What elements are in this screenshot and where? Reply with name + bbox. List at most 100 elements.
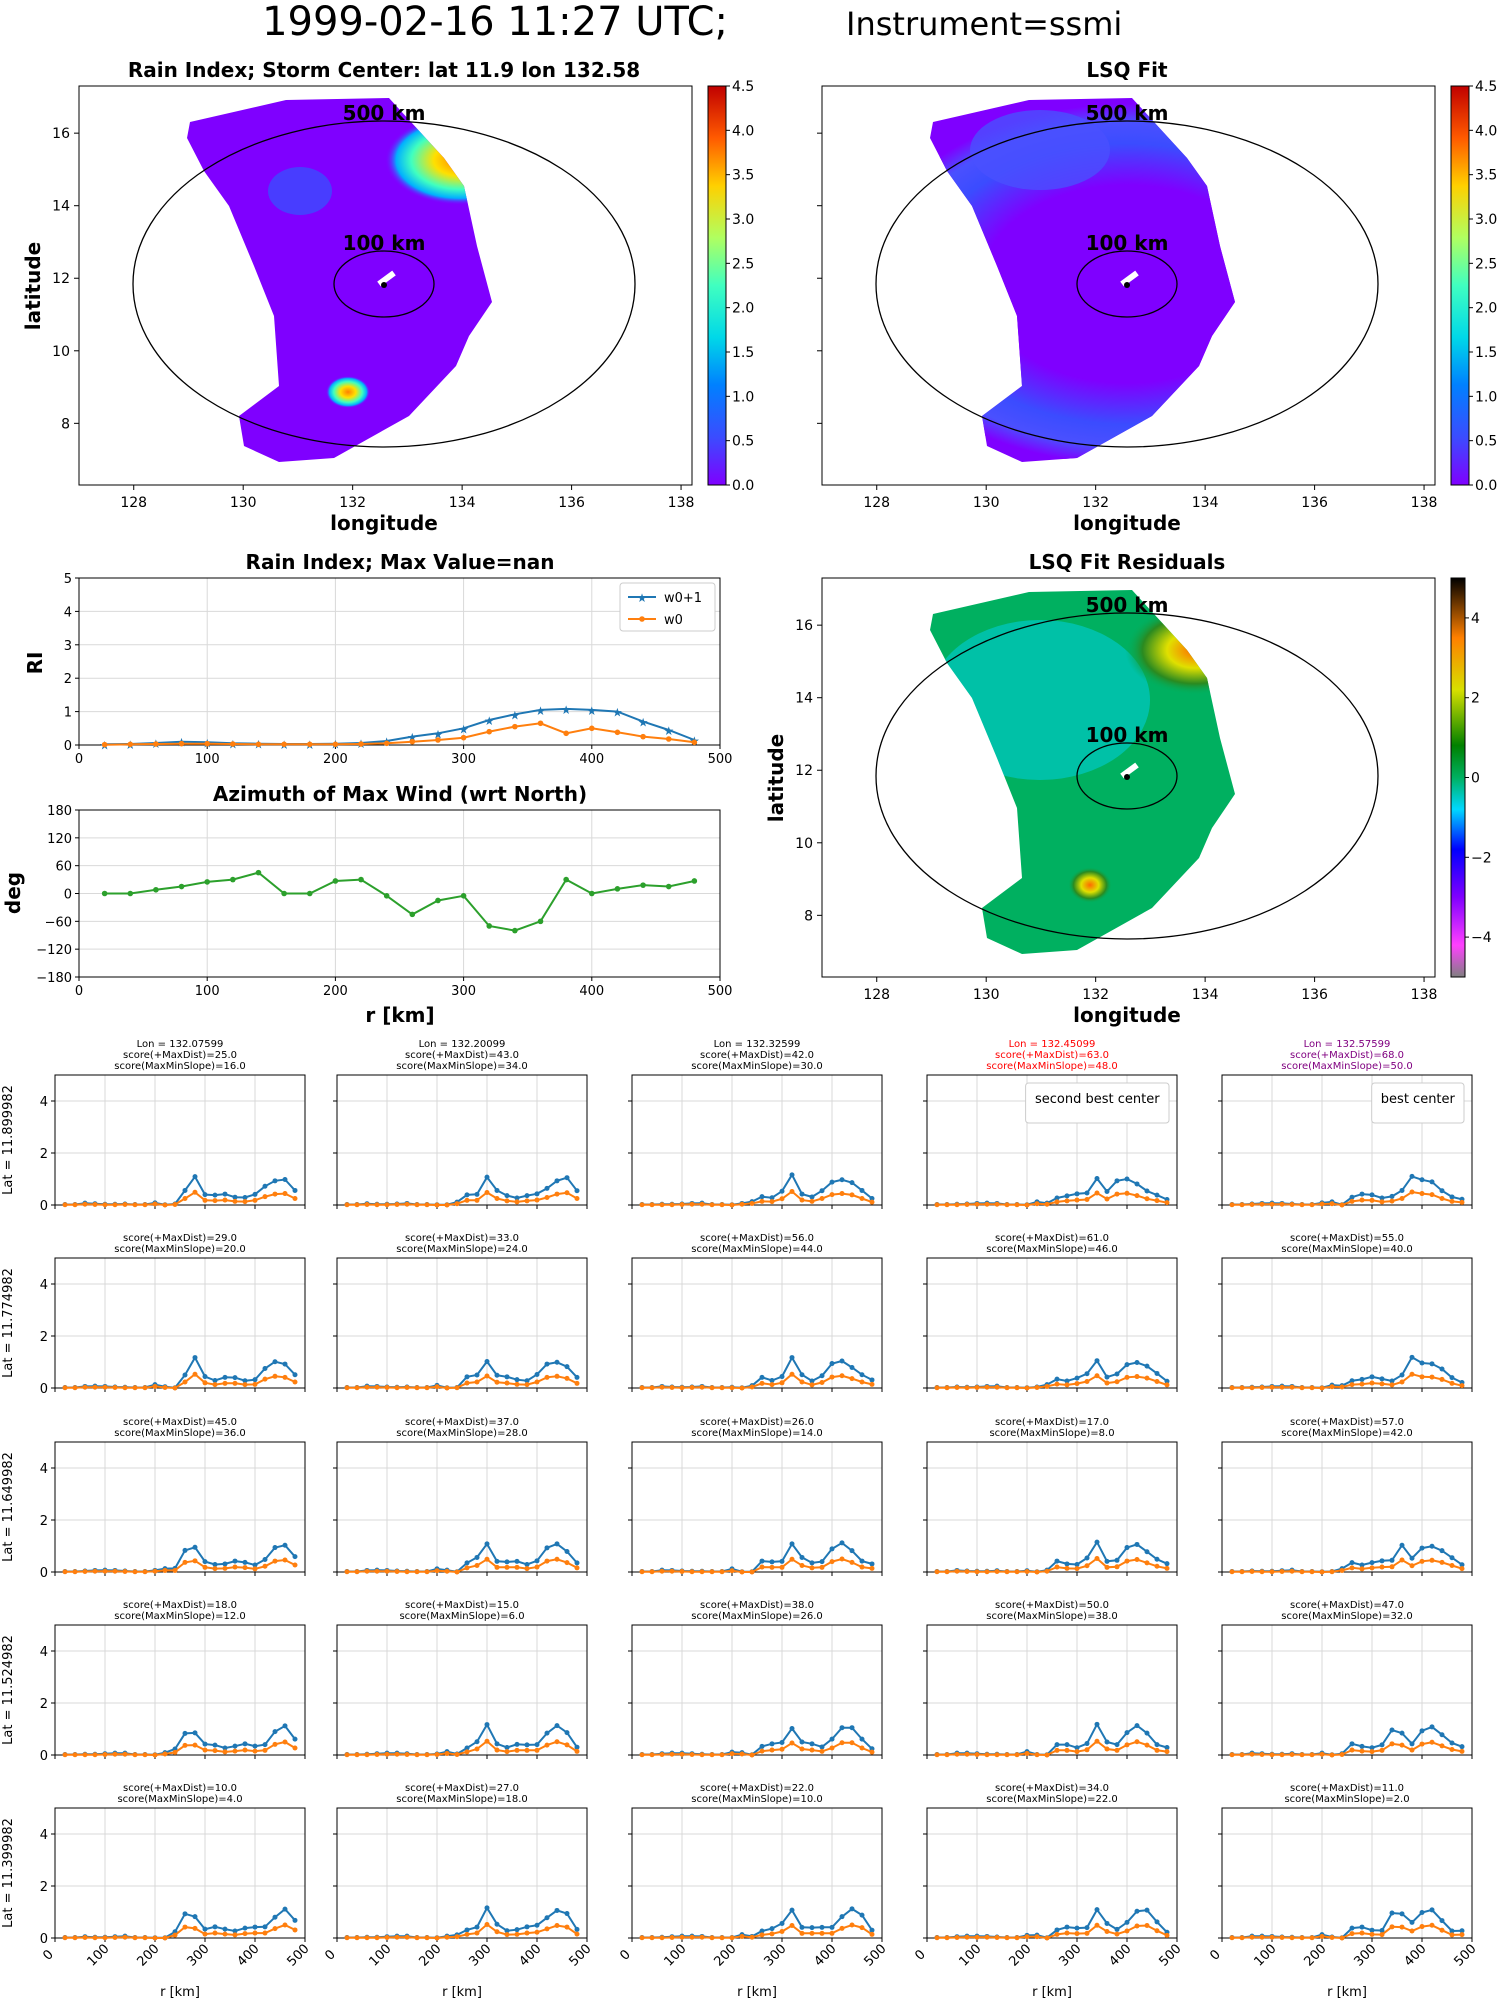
data-point	[554, 1373, 560, 1379]
data-point	[262, 1930, 268, 1936]
data-point	[984, 1201, 990, 1207]
data-point	[974, 1384, 980, 1390]
data-point	[232, 1564, 238, 1570]
data-point	[112, 1934, 118, 1940]
data-point	[242, 1559, 248, 1565]
data-point	[444, 1385, 450, 1391]
xtick-label: 0	[322, 1947, 338, 1963]
data-point	[1369, 1374, 1375, 1380]
data-point	[192, 1355, 198, 1361]
data-point	[719, 1385, 725, 1391]
data-point	[1154, 1747, 1160, 1753]
data-point	[504, 1564, 510, 1570]
data-point	[819, 1748, 825, 1754]
data-point	[132, 1935, 138, 1941]
data-point	[494, 1558, 500, 1564]
data-point	[82, 1934, 88, 1940]
data-point	[984, 1934, 990, 1940]
data-point	[1309, 1385, 1315, 1391]
data-point	[454, 1569, 460, 1575]
data-point	[1449, 1198, 1455, 1204]
resid-ring-500	[875, 612, 1379, 940]
data-point	[434, 1384, 440, 1390]
data-point	[1044, 1201, 1050, 1207]
series-line	[642, 1355, 873, 1389]
panel-score-maxdist: score(+MaxDist)=43.0	[405, 1050, 519, 1061]
profile-panel: score(MaxMinSlope)=50.0score(+MaxDist)=6…	[1218, 1039, 1473, 1209]
data-point	[534, 1742, 540, 1748]
data-point	[1054, 1564, 1060, 1570]
data-point	[1114, 1178, 1120, 1184]
panel-score-slope: score(MaxMinSlope)=6.0	[399, 1611, 524, 1622]
data-point	[789, 1541, 795, 1547]
data-point	[1379, 1932, 1385, 1938]
data-point	[524, 1930, 530, 1936]
data-point	[524, 1561, 530, 1567]
data-point	[384, 1384, 390, 1390]
data-point	[127, 890, 134, 897]
data-point	[789, 1188, 795, 1194]
data-point	[1289, 1201, 1295, 1207]
data-point	[1429, 1922, 1435, 1928]
data-point	[1239, 1935, 1245, 1941]
lsq-storm-center	[1124, 282, 1130, 288]
data-point	[414, 1935, 420, 1941]
ytick-label: 2	[40, 1147, 48, 1162]
data-point	[1309, 1569, 1315, 1575]
data-point	[1439, 1366, 1445, 1372]
data-point	[464, 1380, 470, 1386]
data-point	[374, 1751, 380, 1757]
data-point	[142, 1385, 148, 1391]
xtick-label: 100	[661, 1941, 689, 1969]
data-point	[789, 1172, 795, 1178]
data-point	[819, 1373, 825, 1379]
data-point	[699, 1384, 705, 1390]
map-ytick-label: 14	[52, 199, 70, 215]
data-point	[1074, 1745, 1080, 1751]
series-line	[937, 1358, 1168, 1389]
data-point	[1349, 1378, 1355, 1384]
data-point	[869, 1561, 875, 1567]
xtick-label: 500	[708, 752, 733, 767]
data-point	[799, 1924, 805, 1930]
profile-panel: score(MaxMinSlope)=26.0score(+MaxDist)=3…	[628, 1600, 883, 1759]
data-point	[869, 1377, 875, 1383]
data-point	[1124, 1558, 1130, 1564]
data-point	[344, 1935, 350, 1941]
lsq-map-yticks	[817, 132, 822, 424]
data-point	[544, 1185, 550, 1191]
data-point	[1114, 1191, 1120, 1197]
data-point	[1409, 1555, 1415, 1561]
data-point	[984, 1384, 990, 1390]
data-point	[934, 1752, 940, 1758]
data-point	[504, 1928, 510, 1934]
data-point	[1319, 1385, 1325, 1391]
data-point	[1094, 1175, 1100, 1181]
xtick-label: 100	[195, 752, 220, 767]
data-point	[1044, 1752, 1050, 1758]
data-point	[1144, 1375, 1150, 1381]
data-point	[122, 1751, 128, 1757]
data-point	[358, 876, 364, 883]
profile-panel: score(MaxMinSlope)=6.0score(+MaxDist)=15…	[333, 1600, 588, 1759]
data-point	[649, 1202, 655, 1208]
data-point	[554, 1556, 560, 1562]
data-point	[554, 1907, 560, 1913]
data-point	[242, 1747, 248, 1753]
data-point	[358, 741, 364, 747]
profile-panel: score(MaxMinSlope)=22.0score(+MaxDist)=3…	[912, 1783, 1184, 2000]
data-point	[1144, 1907, 1150, 1913]
data-point	[92, 1568, 98, 1574]
data-point	[564, 1375, 570, 1381]
data-point	[1074, 1197, 1080, 1203]
data-point	[182, 1187, 188, 1193]
panel-score-slope: score(MaxMinSlope)=30.0	[691, 1061, 822, 1072]
data-point	[1024, 1934, 1030, 1940]
data-point	[1309, 1752, 1315, 1758]
ytick-label: 4	[64, 605, 72, 620]
data-point	[404, 1934, 410, 1940]
data-point	[1164, 1749, 1170, 1755]
data-point	[954, 1568, 960, 1574]
data-point	[729, 1385, 735, 1391]
figure-instrument: Instrument=ssmi	[846, 5, 1122, 43]
